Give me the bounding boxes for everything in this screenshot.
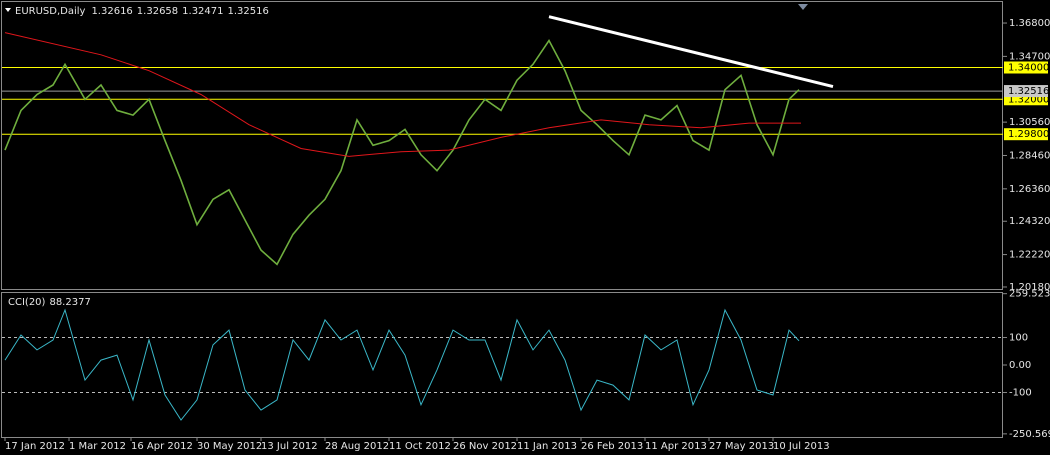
x-tick-label: 11 Apr 2013 bbox=[645, 441, 707, 452]
y-tick-label: -100 bbox=[1009, 387, 1032, 398]
x-tick-label: 10 Jul 2013 bbox=[773, 441, 830, 452]
quote-low: 1.32471 bbox=[182, 6, 223, 17]
trendline bbox=[548, 15, 834, 89]
x-tick-label: 17 Jan 2012 bbox=[5, 441, 65, 452]
level-label-box bbox=[1004, 128, 1048, 141]
series-line bbox=[4, 308, 800, 421]
menu-arrow bbox=[5, 8, 11, 12]
y-tick-label: 1.36800 bbox=[1009, 18, 1050, 29]
series-line bbox=[4, 32, 801, 157]
x-tick-label: 13 Jul 2012 bbox=[261, 441, 318, 452]
cci-header: CCI(20) 88.2377 bbox=[8, 297, 91, 308]
level-label: 1.29800 bbox=[1008, 129, 1049, 140]
x-tick-label: 30 May 2012 bbox=[197, 441, 262, 452]
y-tick-label: -250.569 bbox=[1009, 429, 1050, 440]
y-tick-label: 1.30560 bbox=[1009, 117, 1050, 128]
y-tick-label: 1.28460 bbox=[1009, 150, 1050, 161]
y-tick-label: 1.34700 bbox=[1009, 51, 1050, 62]
quote-close: 1.32516 bbox=[228, 6, 269, 17]
x-tick-label: 26 Nov 2012 bbox=[453, 441, 517, 452]
y-tick-label: 259.5237 bbox=[1009, 289, 1050, 300]
cci-last: 88.2377 bbox=[49, 297, 90, 308]
series-line bbox=[4, 38, 800, 266]
y-tick-label: 1.20180 bbox=[1009, 282, 1050, 293]
quote-high: 1.32658 bbox=[137, 6, 178, 17]
shift-marker bbox=[798, 4, 808, 10]
x-tick-label: 26 Feb 2013 bbox=[581, 441, 643, 452]
y-tick-label: 1.22220 bbox=[1009, 250, 1050, 261]
level-label: 1.32000 bbox=[1008, 94, 1049, 105]
x-tick-label: 11 Jan 2013 bbox=[517, 441, 577, 452]
y-tick-label: 1.26360 bbox=[1009, 184, 1050, 195]
x-tick-label: 16 Apr 2012 bbox=[131, 441, 193, 452]
cci-panel-frame bbox=[1, 292, 1003, 438]
level-label: 1.34000 bbox=[1008, 62, 1049, 73]
last-price-box bbox=[1004, 85, 1048, 98]
quote-open: 1.32616 bbox=[91, 6, 132, 17]
y-tick-label: 0.00 bbox=[1009, 360, 1031, 371]
cci-title: CCI(20) bbox=[8, 297, 46, 308]
symbol: EURUSD,Daily bbox=[15, 6, 86, 17]
level-label-box bbox=[1004, 61, 1048, 74]
price-panel-frame bbox=[1, 1, 1003, 290]
x-tick-label: 28 Aug 2012 bbox=[325, 441, 389, 452]
x-tick-label: 1 Mar 2012 bbox=[69, 441, 126, 452]
x-tick-label: 27 May 2013 bbox=[709, 441, 774, 452]
last-price-label: 1.32516 bbox=[1008, 86, 1049, 97]
chart-header: EURUSD,Daily 1.32616 1.32658 1.32471 1.32516 bbox=[15, 6, 269, 17]
x-tick-label: 11 Oct 2012 bbox=[389, 441, 451, 452]
y-tick-label: 1.24320 bbox=[1009, 216, 1050, 227]
y-tick-label: 100 bbox=[1009, 333, 1028, 344]
